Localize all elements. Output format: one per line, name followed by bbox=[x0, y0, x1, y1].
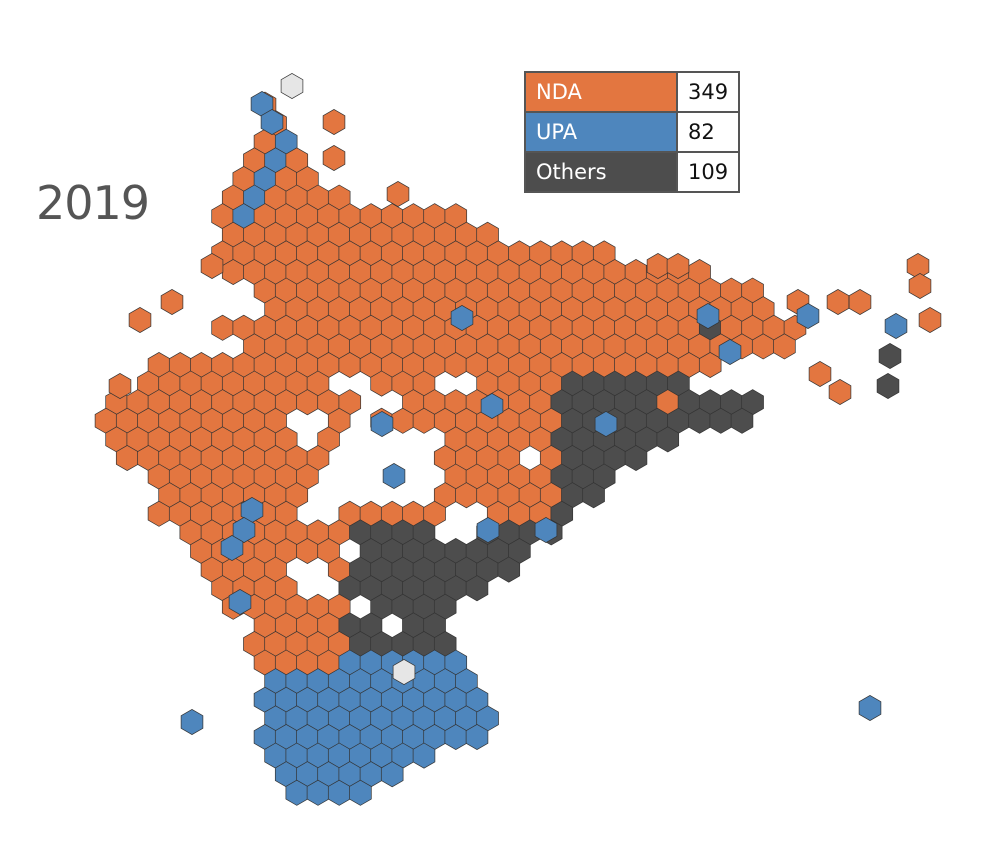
constituency-hex bbox=[666, 252, 690, 280]
constituency-hex bbox=[796, 302, 820, 330]
constituency-hex bbox=[730, 407, 754, 434]
constituency-hex bbox=[160, 288, 184, 316]
constituency-hex bbox=[828, 378, 852, 406]
constituency-hex bbox=[380, 761, 404, 788]
legend-row-upa: UPA 82 bbox=[524, 111, 741, 153]
constituency-hex bbox=[918, 306, 942, 334]
constituency-hex bbox=[180, 708, 204, 736]
constituency-hex bbox=[858, 694, 882, 722]
legend-seats-nda: 349 bbox=[675, 71, 741, 113]
constituency-hex bbox=[878, 342, 902, 370]
year-label: 2019 bbox=[36, 176, 150, 230]
constituency-hex bbox=[450, 304, 474, 332]
legend-party-others: Others bbox=[524, 151, 678, 193]
constituency-hex bbox=[908, 272, 932, 300]
constituency-hex bbox=[280, 72, 304, 100]
constituency-hex bbox=[465, 723, 489, 751]
results-legend: NDA 349 UPA 82 Others 109 bbox=[524, 71, 741, 193]
constituency-hex bbox=[200, 252, 224, 280]
constituency-hex bbox=[412, 742, 436, 769]
constituency-hex bbox=[826, 288, 850, 316]
constituency-hex bbox=[624, 444, 648, 472]
constituency-hex bbox=[322, 144, 346, 172]
legend-row-others: Others 109 bbox=[524, 151, 741, 193]
legend-party-nda: NDA bbox=[524, 71, 678, 113]
constituency-hex bbox=[582, 482, 605, 509]
constituency-hex bbox=[497, 556, 521, 583]
constituency-hex bbox=[656, 426, 680, 453]
constituency-hex bbox=[696, 302, 720, 330]
constituency-hex bbox=[476, 516, 500, 544]
constituency-hex bbox=[382, 462, 406, 490]
constituency-hex bbox=[370, 410, 394, 438]
constituency-hex bbox=[773, 333, 796, 360]
constituency-hex bbox=[884, 312, 908, 340]
constituency-hex bbox=[260, 108, 284, 136]
constituency-hex bbox=[108, 372, 132, 400]
constituency-hex bbox=[220, 534, 244, 562]
legend-seats-others: 109 bbox=[675, 151, 741, 193]
constituency-hex bbox=[848, 288, 872, 316]
constituency-hex bbox=[322, 108, 346, 136]
constituency-hex bbox=[718, 338, 742, 366]
constituency-hex bbox=[228, 588, 252, 616]
constituency-hex bbox=[232, 516, 256, 544]
constituency-hex bbox=[211, 314, 234, 341]
constituency-hex bbox=[808, 360, 832, 388]
legend-row-nda: NDA 349 bbox=[524, 71, 741, 113]
legend-seats-upa: 82 bbox=[675, 111, 741, 153]
constituency-hex bbox=[480, 392, 504, 420]
legend-party-upa: UPA bbox=[524, 111, 678, 153]
constituency-hex bbox=[392, 658, 416, 686]
constituency-hex bbox=[128, 306, 152, 334]
constituency-hex bbox=[465, 575, 489, 602]
constituency-hex bbox=[876, 372, 900, 400]
constituency-hex bbox=[386, 180, 410, 208]
constituency-hex bbox=[594, 410, 618, 438]
constituency-hex bbox=[349, 779, 372, 806]
constituency-hex bbox=[534, 516, 558, 544]
